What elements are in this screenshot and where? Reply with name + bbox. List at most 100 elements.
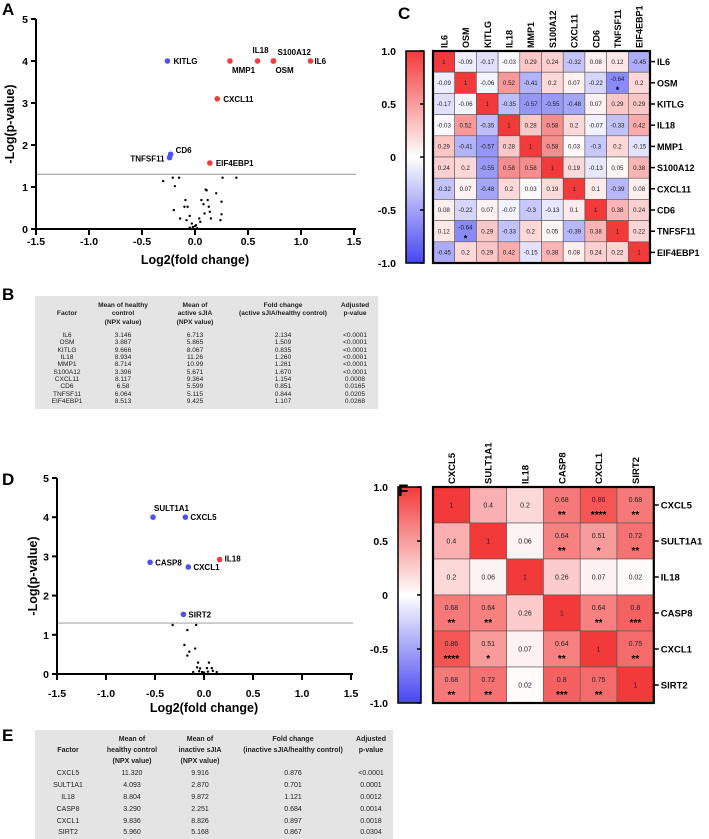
cell-value: 0.12	[438, 228, 451, 235]
nonsignificant-point	[220, 213, 223, 216]
cell-value: -0.09	[437, 80, 452, 87]
column-label-s100a12: S100A12	[548, 10, 558, 48]
cell-value: 0.19	[546, 186, 559, 193]
table-inactive-sjia: Factor Mean of healthy control (NPX value) M…	[35, 730, 393, 839]
significance-stars: *	[464, 233, 468, 243]
y-tick-label: 0	[22, 224, 28, 236]
nonsignificant-point	[190, 227, 194, 231]
x-axis-title: Log2(fold change)	[141, 253, 249, 267]
table-cell: 2.251	[191, 805, 209, 813]
nonsignificant-point	[215, 192, 218, 195]
table-cell: 1.509	[274, 339, 292, 347]
cell-value: 0.64	[481, 605, 495, 612]
table-cell: 0.701	[284, 781, 302, 789]
cell-value: 0.03	[568, 144, 581, 151]
nonsignificant-point	[215, 670, 218, 674]
cell-value: 0.58	[525, 165, 538, 172]
heatmap-cell	[543, 486, 581, 524]
nonsignificant-point	[198, 667, 202, 670]
cell-value: -0.39	[567, 228, 582, 235]
table-cell: IL6	[62, 332, 72, 339]
panel-label-e: E	[2, 726, 14, 745]
nonsignificant-point	[178, 217, 182, 220]
table-cell: 0.0012	[360, 793, 382, 801]
nonsignificant-point	[184, 198, 187, 202]
point-label-kitlg: KITLG	[173, 57, 197, 66]
point-label-il6: IL6	[315, 57, 327, 66]
heatmap-cell	[579, 666, 618, 704]
table-cell: 9.916	[191, 770, 209, 777]
column-label-il18: IL18	[504, 30, 514, 48]
nonsignificant-point	[186, 654, 189, 657]
column-label-il6: IL6	[439, 35, 449, 48]
nonsignificant-point	[200, 670, 204, 674]
y-tick-label: 5	[22, 14, 28, 26]
row-label-casp8: CASP8	[661, 609, 693, 620]
cell-value: 0.68	[629, 497, 643, 504]
y-tick-label: 3	[22, 98, 28, 110]
column-header-line: active sJIA	[177, 310, 213, 318]
table-cell: 8.804	[123, 793, 141, 801]
cell-value: 1	[523, 574, 527, 581]
table-cell: 11.26	[186, 354, 204, 362]
cell-value: 0.06	[481, 574, 495, 581]
nonsignificant-point	[183, 643, 186, 647]
table-cell: 6.713	[186, 332, 204, 339]
table-cell: CXCL5	[56, 770, 80, 777]
heatmap-cell	[506, 666, 544, 704]
nonsignificant-point	[172, 208, 175, 212]
table-cell: 5.671	[186, 368, 204, 376]
table-cell: EIF4EBP1	[51, 398, 83, 406]
significant-point-tnfsf11	[166, 154, 173, 161]
x-tick-label: -0.5	[133, 236, 151, 248]
cell-value: 0.72	[629, 533, 643, 540]
table-cell: CASP8	[56, 805, 80, 813]
nonsignificant-point	[200, 198, 203, 202]
cell-value: 0.72	[481, 677, 495, 684]
cell-value: -0.07	[502, 207, 517, 214]
significant-point-il6	[307, 58, 314, 64]
point-label-sult1a1: SULT1A1	[154, 504, 190, 513]
cell-value: 0.51	[592, 533, 606, 540]
row-label-il18: IL18	[661, 573, 680, 584]
cell-value: -0.15	[524, 250, 539, 257]
cell-value: 0.86	[592, 497, 606, 504]
cell-value: 0.58	[546, 122, 559, 129]
table-cell: 3.146	[114, 332, 132, 339]
column-header: Mean of healthy control (NPX value)	[107, 734, 157, 767]
column-header-line: healthy control	[106, 747, 158, 754]
column-header-line: Mean of	[118, 736, 146, 743]
cell-value: 0.24	[546, 59, 559, 66]
cell-value: 1	[529, 144, 533, 151]
table-cell: MMP1	[57, 361, 77, 369]
table-cell: 3.290	[123, 805, 141, 813]
cell-value: 0.07	[481, 207, 494, 214]
column-header-line: (inactive sJIA/healthy control)	[243, 747, 343, 754]
cell-value: 0.07	[518, 646, 532, 653]
nonsignificant-point	[173, 184, 177, 188]
cell-value: 0.64	[555, 641, 569, 648]
column-label-mmp1: MMP1	[526, 22, 536, 48]
point-label-s100a12: S100A12	[277, 48, 311, 57]
table-cell: 5.115	[186, 390, 204, 398]
cell-value: 1	[560, 610, 564, 617]
cell-value: 0.52	[460, 122, 473, 129]
cell-value: -0.45	[437, 250, 452, 257]
table-cell: <0.0001	[342, 332, 368, 339]
table-row: OSM 3.887 5.865 1.509 <0.0001	[35, 339, 378, 346]
panel-label-f: F	[398, 481, 409, 500]
cell-value: 0.08	[438, 207, 451, 214]
cell-value: 0.24	[633, 207, 646, 214]
table-cell: 0.684	[284, 805, 302, 813]
nonsignificant-point	[235, 176, 238, 179]
cell-value: 0.07	[590, 101, 603, 108]
heatmap-cell	[469, 594, 507, 632]
cell-value: -0.3	[525, 207, 536, 214]
cell-value: 0.29	[481, 228, 494, 235]
cell-value: 0.38	[611, 207, 624, 214]
column-label-cxcl11: CXCL11	[570, 14, 580, 48]
significance-stars: **	[558, 546, 566, 557]
colorbar-tick-label: 0	[382, 590, 388, 602]
significant-point-sirt2	[180, 611, 187, 618]
cell-value: 0.2	[461, 250, 470, 257]
